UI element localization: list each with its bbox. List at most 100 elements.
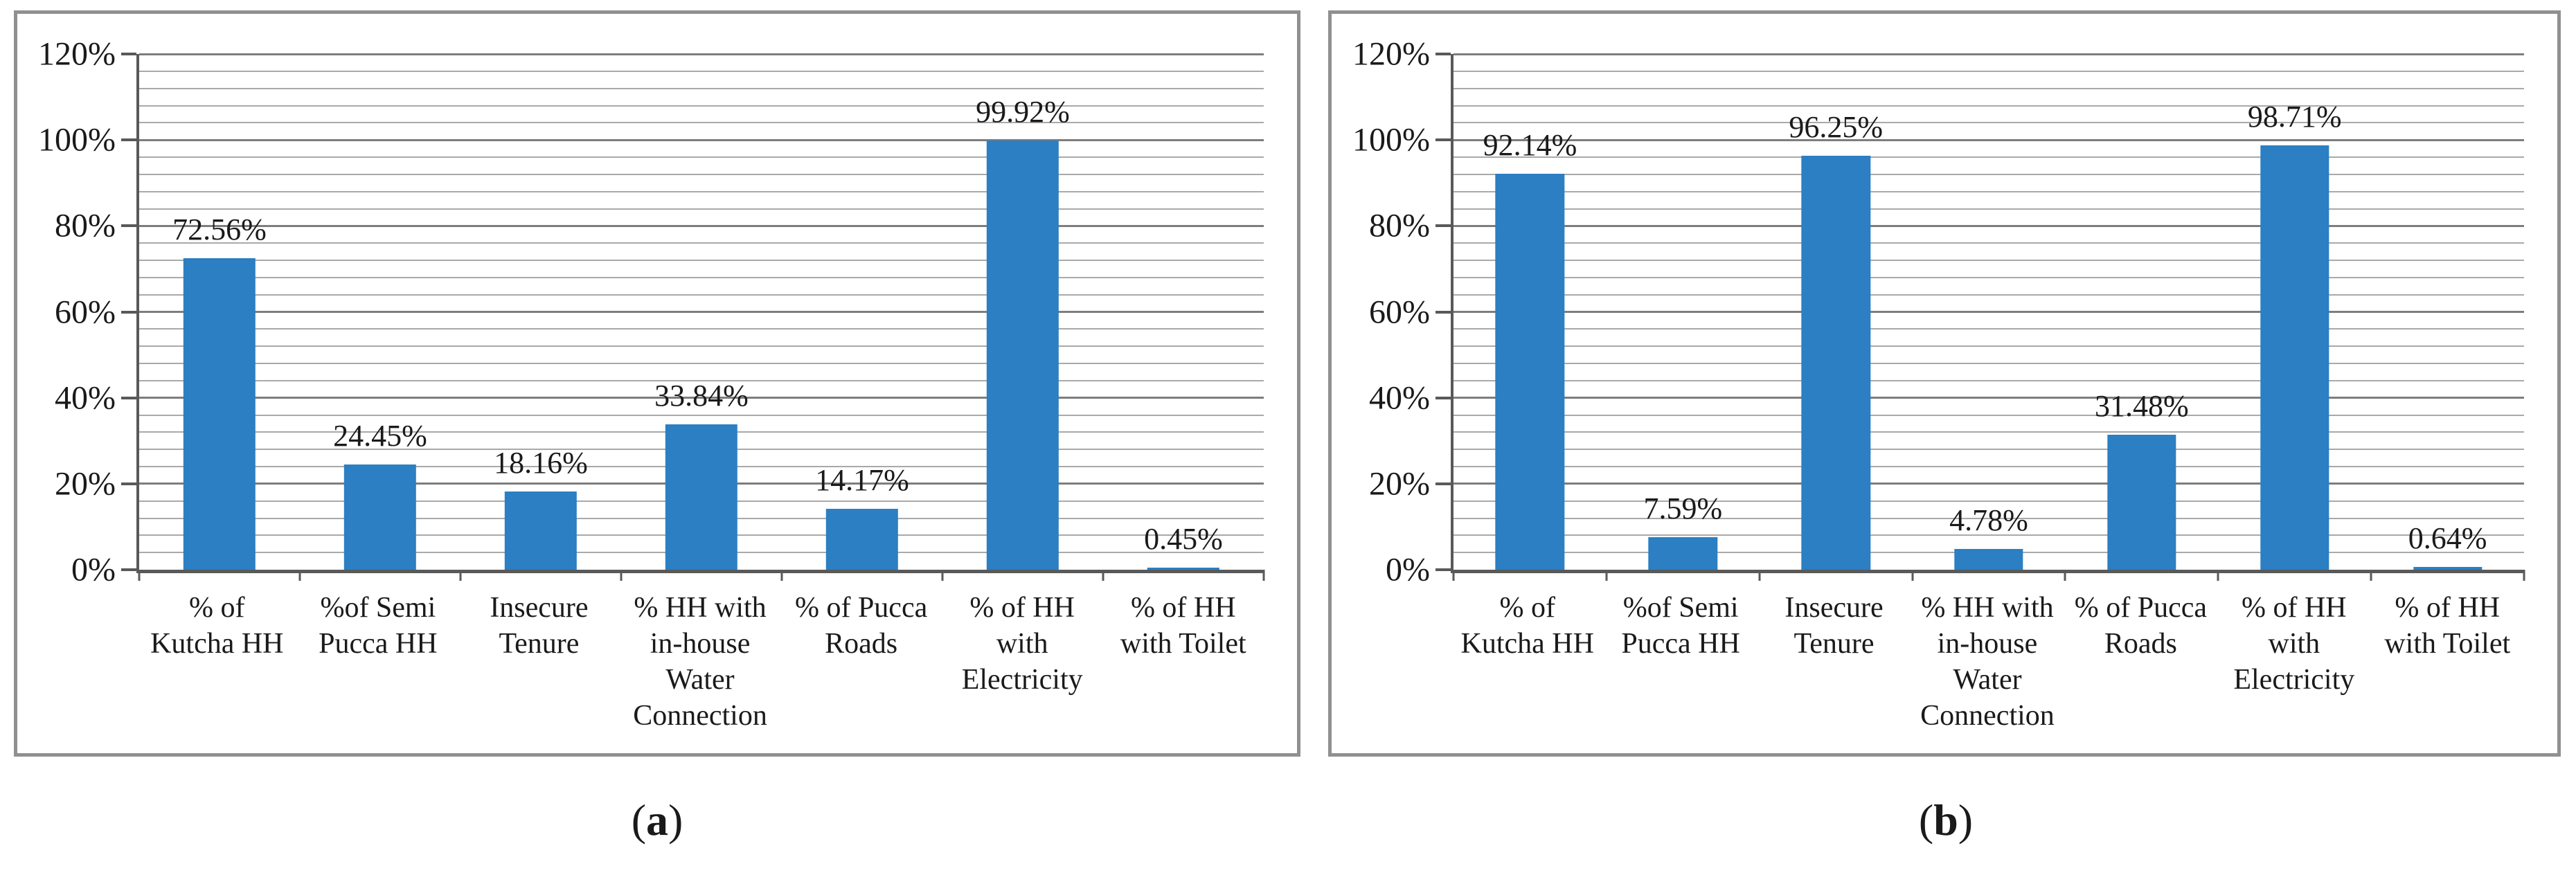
bar-slot: 92.14% <box>1454 54 1607 570</box>
bar-slot: 4.78% <box>1913 54 2066 570</box>
caption-b-letter: b <box>1933 795 1958 845</box>
category-label: % HH with in-house Water Connection <box>1920 592 2055 732</box>
bar-value-label: 18.16% <box>494 446 588 480</box>
bar <box>2413 567 2483 570</box>
gridline-minor <box>1454 500 2524 502</box>
category-label: % HH with in-house Water Connection <box>633 592 767 732</box>
x-axis-tick <box>2370 570 2372 581</box>
y-axis-tick <box>1435 224 1451 228</box>
gridline-minor <box>139 105 1264 107</box>
gridline-minor <box>1454 70 2524 72</box>
bar <box>1648 536 1717 570</box>
x-axis-tick <box>138 570 141 581</box>
gridline-minor <box>1454 517 2524 519</box>
gridline-minor <box>139 294 1264 296</box>
y-tick-label: 120% <box>1352 35 1430 73</box>
category-label: % of Pucca Roads <box>2074 592 2208 660</box>
gridline-minor <box>1454 534 2524 536</box>
bar-value-label: 14.17% <box>815 463 909 498</box>
bar-slots: 72.56% 24.45% 18.16% 33.84% 14.17% 99.92% 0.45… <box>139 54 1264 570</box>
gridline-minor <box>139 156 1264 158</box>
x-axis-tick <box>459 570 462 581</box>
plot-area: 72.56% 24.45% 18.16% 33.84% 14.17% 99.92% 0.45… <box>121 53 1265 581</box>
bar <box>986 140 1059 570</box>
gridline-major <box>139 224 1264 227</box>
category-label: % of Pucca Roads <box>794 592 928 660</box>
bar-value-label: 0.64% <box>2408 521 2487 556</box>
gridline-minor <box>139 328 1264 330</box>
bar-value-label: 7.59% <box>1643 491 1723 525</box>
gridline-major <box>1454 397 2524 399</box>
bar <box>1495 173 1565 570</box>
bar-value-label: 33.84% <box>654 378 749 413</box>
gridline-minor <box>1454 431 2524 433</box>
gridline-minor <box>139 379 1264 381</box>
category-label: %of Semi Pucca HH <box>319 592 438 660</box>
caption-a-open: ( <box>631 795 646 845</box>
bar-value-label: 92.14% <box>1483 127 1577 162</box>
gridline-minor <box>1454 328 2524 330</box>
y-tick-label: 60% <box>1369 294 1430 330</box>
bar-value-label: 31.48% <box>2095 388 2189 423</box>
bar-slot: 96.25% <box>1760 54 1913 570</box>
gridline-minor <box>1454 173 2524 175</box>
gridline-minor <box>1454 363 2524 364</box>
gridline-minor <box>1454 260 2524 261</box>
y-tick-label: 80% <box>55 207 116 244</box>
bar-slot: 24.45% <box>300 54 460 570</box>
bar-value-label: 99.92% <box>976 94 1070 129</box>
caption-b-open: ( <box>1918 795 1934 845</box>
y-tick-label: 0% <box>1386 551 1430 588</box>
gridline-minor <box>139 363 1264 364</box>
gridline-minor <box>1454 122 2524 124</box>
category-label: % of HH with Toilet <box>1120 592 1246 660</box>
bar-slot: 0.45% <box>1103 54 1264 570</box>
category-label: Insecure Tenure <box>490 592 589 660</box>
bar-slot: 0.64% <box>2371 54 2524 570</box>
gridline-major <box>1454 224 2524 227</box>
bar <box>183 258 256 570</box>
bar <box>825 509 899 570</box>
x-axis-tick <box>1102 570 1104 581</box>
gridline-minor <box>1454 466 2524 467</box>
bar-value-label: 72.56% <box>172 212 267 246</box>
gridline-major <box>139 311 1264 313</box>
y-axis-tick <box>1435 482 1451 485</box>
y-axis-labels: 0% 20% 40% 60% 80% 100% 120% <box>17 36 136 588</box>
bar <box>504 491 578 570</box>
gridline-minor <box>1454 345 2524 348</box>
gridline-minor <box>1454 105 2524 107</box>
y-tick-label: 0% <box>71 551 116 588</box>
x-axis-tick <box>941 570 944 581</box>
y-tick-label: 40% <box>1369 379 1430 417</box>
y-axis-tick <box>1435 53 1451 55</box>
bar-slot: 31.48% <box>2065 54 2218 570</box>
gridline-minor <box>1454 276 2524 278</box>
chart-panel-a: 0% 20% 40% 60% 80% 100% 120% 72.56% 24.45% 18.16%… <box>14 10 1300 757</box>
y-axis-tick <box>121 310 136 314</box>
category-label: % of HH with Electricity <box>961 592 1083 696</box>
gridline-minor <box>139 70 1264 72</box>
bar-value-label: 98.71% <box>2247 100 2342 134</box>
y-axis-tick <box>1435 310 1451 314</box>
bar-value-label: 24.45% <box>333 419 427 453</box>
gridline-minor <box>1454 449 2524 451</box>
plot-column: 72.56% 24.45% 18.16% 33.84% 14.17% 99.92% 0.45… <box>121 53 1265 753</box>
caption-b: (b) <box>1330 795 2562 846</box>
gridline-minor <box>139 414 1264 416</box>
y-axis-tick <box>1435 138 1451 142</box>
bar <box>2260 145 2329 570</box>
category-labels: % of Kutcha HH %of Semi Pucca HH Insecure … <box>136 573 1264 734</box>
bar-slots: 92.14% 7.59% 96.25% 4.78% 31.48% 98.71% 0.64% <box>1454 54 2524 570</box>
bar-slot: 98.71% <box>2218 54 2371 570</box>
bar-slot: 7.59% <box>1607 54 1760 570</box>
bar-slot: 72.56% <box>139 54 300 570</box>
bar-chart-a: 0% 20% 40% 60% 80% 100% 120% 72.56% 24.45% 18.16%… <box>17 14 1297 753</box>
gridline-minor <box>1454 242 2524 244</box>
chart-panel-b: 0% 20% 40% 60% 80% 100% 120% 92.14% 7.59% 96.25% 4… <box>1328 10 2561 757</box>
caption-a-letter: a <box>646 795 668 845</box>
gridline-major <box>1454 482 2524 485</box>
gridline-minor <box>139 260 1264 261</box>
category-label: % of Kutcha HH <box>1460 592 1594 660</box>
caption-a: (a) <box>14 795 1300 846</box>
